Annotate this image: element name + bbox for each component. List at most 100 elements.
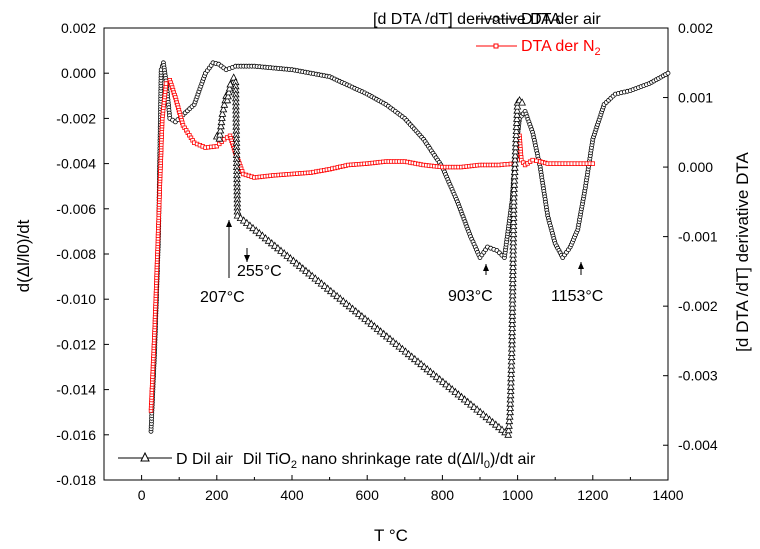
data-point	[509, 213, 518, 221]
data-point	[509, 262, 517, 270]
data-point	[510, 184, 518, 192]
data-point	[507, 361, 516, 369]
data-point	[479, 410, 488, 418]
data-point	[512, 134, 520, 143]
data-point	[463, 397, 472, 405]
y-axis-left-label: d(Δl/l0)/dt	[14, 219, 33, 292]
data-point	[382, 332, 391, 340]
y-left-tick-label: -0.018	[56, 472, 96, 488]
annotation: 903°C	[448, 264, 493, 305]
y-right-tick-label: 0.002	[678, 20, 713, 36]
data-point	[509, 254, 517, 262]
legend-marker-n2	[493, 43, 499, 49]
annotation: 1153°C	[551, 262, 603, 305]
data-point	[223, 95, 232, 104]
data-point	[508, 299, 517, 307]
data-point	[508, 311, 517, 319]
data-point	[510, 167, 519, 175]
data-point	[224, 92, 232, 100]
data-point	[305, 269, 313, 277]
data-point	[508, 323, 517, 331]
x-tick-label: 200	[205, 487, 229, 503]
data-point	[505, 421, 513, 429]
data-point	[510, 180, 519, 188]
data-point	[508, 335, 516, 344]
series-d-dil-air	[212, 73, 526, 438]
y-left-tick-label: -0.002	[56, 110, 96, 126]
annotation: 255°C	[237, 248, 282, 280]
data-point	[665, 70, 671, 76]
data-point	[274, 243, 282, 252]
y-right-tick-label: 0.000	[678, 159, 713, 175]
legend-marker-dil	[140, 451, 150, 462]
data-point	[508, 278, 517, 287]
x-tick-label: 1400	[652, 487, 683, 503]
data-point	[508, 274, 517, 282]
annotation-arrowhead	[226, 220, 232, 227]
data-point	[330, 289, 338, 297]
x-tick-label: 0	[138, 487, 146, 503]
data-point	[320, 281, 329, 289]
series-layer	[148, 60, 671, 438]
series-line	[150, 79, 593, 411]
data-point	[224, 88, 233, 96]
data-point	[219, 105, 228, 113]
data-point	[507, 373, 515, 382]
data-point	[214, 143, 219, 149]
legend-label-n2-sub: 2	[595, 46, 601, 58]
data-point	[508, 327, 516, 336]
data-point	[512, 118, 521, 126]
data-point	[163, 81, 169, 86]
data-point	[534, 158, 539, 163]
x-axis-label: T °C	[374, 526, 408, 545]
data-point	[217, 121, 225, 130]
legend-marker-air	[493, 16, 499, 22]
data-point	[417, 359, 425, 368]
data-point	[509, 258, 517, 266]
data-point	[336, 294, 345, 302]
y-left-tick-label: -0.010	[56, 291, 96, 307]
data-point	[506, 390, 515, 399]
data-point	[506, 395, 515, 403]
y-axis-right-label: [d DTA /dT] derivative DTA	[733, 152, 752, 352]
series-dta-der-air	[148, 60, 671, 434]
data-point	[509, 238, 518, 246]
data-point	[511, 138, 520, 147]
data-point	[509, 229, 518, 238]
y-left-tick-label: -0.006	[56, 201, 96, 217]
data-point	[506, 382, 515, 390]
y-right-tick-label: -0.003	[678, 368, 718, 384]
data-point	[513, 110, 521, 118]
data-point	[488, 417, 497, 426]
axes: 0 200 400 600 800 1000 1200 1400 0.002 0.000 -0.00…	[56, 20, 718, 503]
data-point	[216, 126, 225, 134]
data-point	[507, 357, 516, 365]
data-point	[512, 122, 521, 130]
data-point	[507, 348, 516, 356]
data-point	[508, 282, 517, 291]
data-point	[217, 117, 226, 126]
data-point	[513, 102, 522, 110]
data-point	[590, 161, 595, 166]
data-point	[509, 197, 518, 205]
annotations: 207°C 255°C 903°C 1153°C	[200, 220, 603, 306]
data-point	[511, 142, 520, 151]
data-point	[510, 171, 519, 180]
data-point	[495, 422, 503, 431]
data-point	[386, 334, 394, 342]
data-point	[509, 233, 518, 242]
data-point	[508, 303, 517, 311]
data-point	[512, 130, 521, 138]
y-left-tick-label: 0.000	[61, 65, 96, 81]
annotation-arrowhead	[483, 264, 489, 271]
data-point	[508, 295, 517, 303]
data-point	[506, 399, 515, 407]
data-point	[505, 416, 514, 425]
data-point	[410, 354, 419, 363]
data-point	[351, 306, 360, 315]
legend-entry-air: DTA der air	[476, 11, 601, 28]
y-left-tick-label: -0.014	[56, 382, 96, 398]
data-point	[216, 130, 224, 138]
legend-entry-n2: DTA der N2	[476, 38, 601, 58]
